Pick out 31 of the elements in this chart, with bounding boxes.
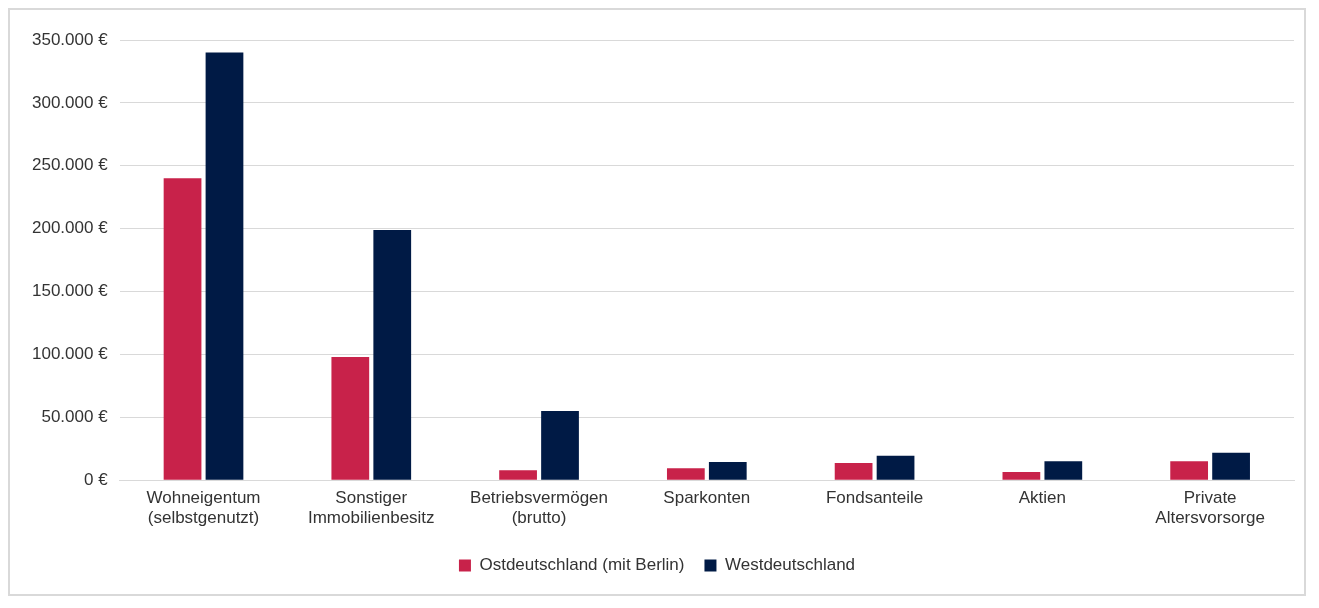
legend-label: Ostdeutschland (mit Berlin)	[479, 555, 685, 575]
legend-label: Westdeutschland	[724, 555, 856, 575]
bar	[876, 455, 915, 480]
y-tick-label: 250.000 €	[31, 155, 109, 175]
bar	[1002, 472, 1041, 480]
y-tick-label: 200.000 €	[31, 218, 109, 238]
bar	[331, 356, 370, 480]
bar	[163, 178, 202, 480]
y-tick-label: 350.000 €	[31, 29, 109, 49]
x-tick-label: Sonstiger Immobilienbesitz	[307, 488, 435, 528]
bar	[834, 462, 873, 480]
x-tick-label: Betriebsvermögen (brutto)	[470, 488, 609, 528]
bar	[499, 470, 537, 480]
bar	[541, 411, 579, 480]
bar	[1170, 461, 1209, 480]
bar	[708, 461, 747, 480]
bar	[1044, 461, 1083, 480]
x-tick-label: Sparkonten	[663, 488, 751, 508]
bar	[373, 229, 412, 480]
y-tick-label: 300.000 €	[31, 92, 109, 112]
x-tick-label: Wohneigentum (selbstgenutzt)	[146, 488, 261, 528]
x-tick-label: Private Altersvorsorge	[1155, 488, 1265, 528]
x-tick-label: Fondsanteile	[825, 488, 924, 508]
bar	[666, 468, 705, 480]
x-tick-label: Aktien	[1018, 488, 1066, 508]
bar	[205, 52, 244, 480]
y-tick-label: 150.000 €	[31, 281, 109, 301]
y-tick-label: 50.000 €	[41, 407, 109, 426]
bar	[1212, 452, 1250, 480]
y-tick-label: 0 €	[83, 469, 109, 489]
y-tick-label: 100.000 €	[31, 344, 109, 364]
